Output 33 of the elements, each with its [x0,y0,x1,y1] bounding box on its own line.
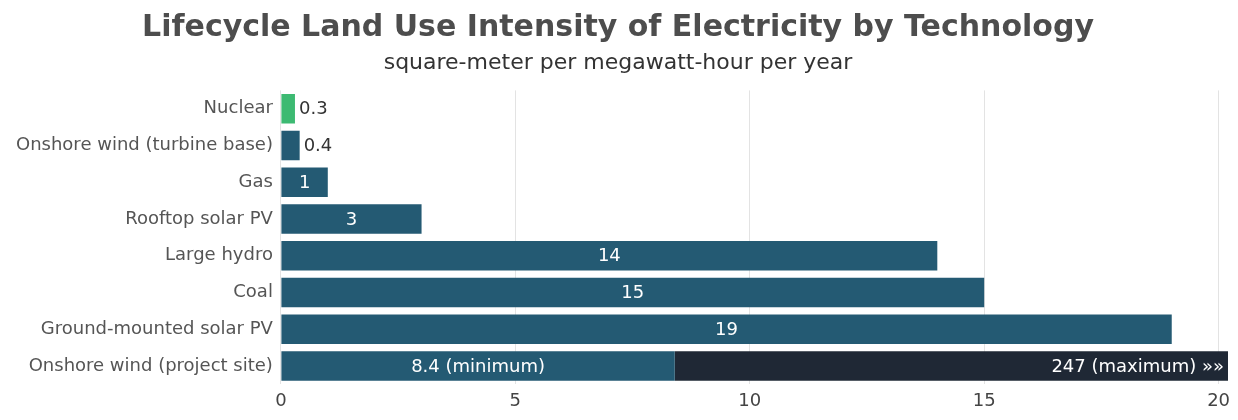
x-tick-label: 0 [275,388,287,410]
x-tick-label: 5 [509,388,522,410]
y-tick-label: Gas [238,169,273,191]
y-tick-label: Ground-mounted solar PV [40,316,274,338]
bar [674,351,1228,381]
data-label: 3 [345,207,358,229]
x-tick-label: 20 [1207,388,1231,410]
bar [281,351,675,381]
y-tick-label: Onshore wind (turbine base) [16,133,273,155]
data-label: 15 [621,281,645,303]
data-label: 14 [597,244,621,266]
y-tick-label: Coal [233,280,273,302]
data-label: 1 [298,170,311,192]
data-label: 0.4 [303,134,333,156]
bar [281,277,985,308]
bar [281,130,300,161]
y-tick-label: Large hydro [165,243,273,265]
x-tick-label: 15 [972,388,996,410]
y-tick-label: Rooftop solar PV [125,206,274,228]
y-tick-label: Nuclear [203,96,274,118]
bar [281,314,1172,344]
chart-title: Lifecycle Land Use Intensity of Electricity by Technology [142,7,1095,43]
data-label: 0.3 [298,97,328,119]
annotation: 247 (maximum) »» [1051,354,1224,376]
y-tick-label: Onshore wind (project site) [28,353,273,375]
bar [281,167,328,197]
bar [281,241,938,271]
x-tick-label: 10 [738,388,762,410]
data-label: 8.4 (minimum) [411,354,545,376]
bar [281,94,295,124]
data-label: 19 [715,317,739,339]
chart-subtitle: square-meter per megawatt-hour per year [383,48,854,74]
bar [281,204,422,234]
